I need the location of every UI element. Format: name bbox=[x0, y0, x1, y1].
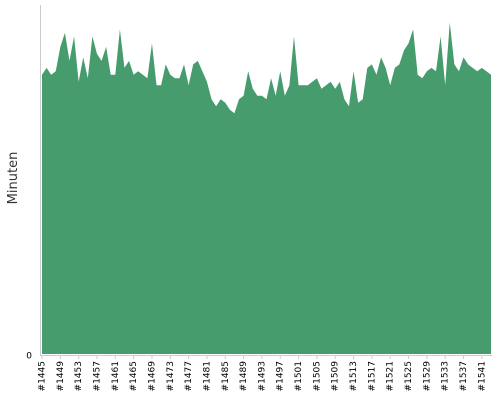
x-tick-label: #1513 bbox=[349, 361, 359, 391]
x-tick-label: #1517 bbox=[367, 361, 377, 391]
x-tick-label: #1457 bbox=[92, 361, 102, 391]
x-tick-label: #1529 bbox=[422, 361, 432, 392]
x-tick-label: #1497 bbox=[276, 361, 286, 391]
x-tick-label: #1461 bbox=[111, 361, 121, 391]
y-axis-label: Minuten bbox=[6, 152, 21, 205]
x-tick-label: #1449 bbox=[56, 361, 66, 392]
x-tick-label: #1453 bbox=[74, 361, 84, 391]
x-tick-label: #1533 bbox=[441, 361, 451, 391]
x-tick-label: #1537 bbox=[459, 361, 469, 391]
x-tick-label: #1469 bbox=[147, 361, 157, 392]
x-tick-label: #1477 bbox=[184, 361, 194, 391]
x-tick-label: #1541 bbox=[477, 361, 487, 391]
x-tick-label: #1465 bbox=[129, 361, 139, 391]
y-tick-label: 0 bbox=[26, 352, 32, 362]
x-tick-label: #1485 bbox=[221, 361, 231, 391]
x-tick-label: #1509 bbox=[331, 361, 341, 392]
x-tick-label: #1493 bbox=[257, 361, 267, 391]
x-tick-labels: #1445 #1449 #1453 #1457 #1461 #1465 #1469 #1473… bbox=[38, 355, 487, 392]
x-tick-label: #1473 bbox=[166, 361, 176, 391]
x-tick-label: #1481 bbox=[202, 361, 212, 391]
x-tick-label: #1489 bbox=[239, 361, 249, 392]
series-area bbox=[42, 22, 491, 354]
x-tick-label: #1505 bbox=[312, 361, 322, 391]
x-tick-label: #1521 bbox=[386, 361, 396, 391]
x-tick-label: #1501 bbox=[294, 361, 304, 391]
x-tick-label: #1525 bbox=[404, 361, 414, 391]
x-tick-label: #1445 bbox=[38, 361, 48, 391]
